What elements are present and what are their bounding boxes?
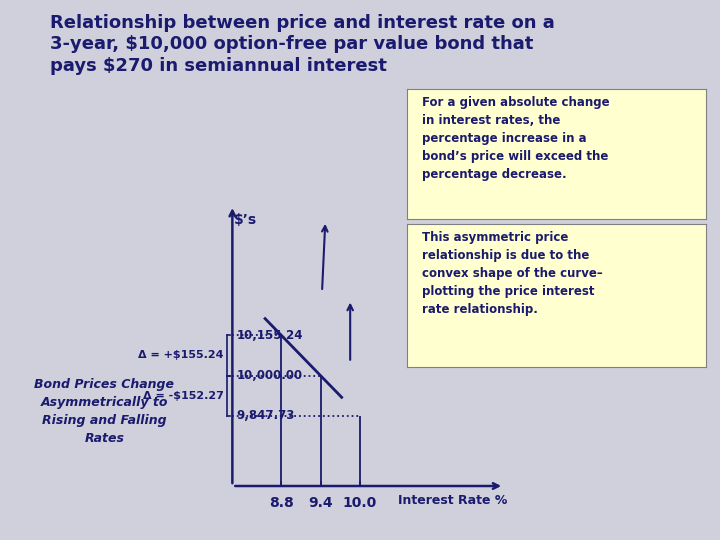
Text: Relationship between price and interest rate on a: Relationship between price and interest …: [50, 14, 555, 31]
Text: pays $270 in semiannual interest: pays $270 in semiannual interest: [50, 57, 387, 75]
Text: 8.8: 8.8: [269, 496, 294, 510]
Text: Δ = +$155.24: Δ = +$155.24: [138, 350, 224, 360]
Text: 10,000.00: 10,000.00: [236, 369, 302, 382]
Text: Interest Rate %: Interest Rate %: [398, 494, 508, 507]
Text: 10.0: 10.0: [343, 496, 377, 510]
Text: Bond Prices Change
Asymmetrically to
Rising and Falling
Rates: Bond Prices Change Asymmetrically to Ris…: [35, 378, 174, 445]
Text: 3-year, $10,000 option-free par value bond that: 3-year, $10,000 option-free par value bo…: [50, 35, 534, 53]
Text: 9.4: 9.4: [308, 496, 333, 510]
Text: 9,847.73: 9,847.73: [236, 409, 294, 422]
Text: Δ = -$152.27: Δ = -$152.27: [143, 391, 224, 401]
Text: $’s: $’s: [234, 213, 257, 227]
Text: For a given absolute change
in interest rates, the
percentage increase in a
bond: For a given absolute change in interest …: [422, 96, 609, 180]
Text: 10,155.24: 10,155.24: [236, 328, 303, 341]
Text: This asymmetric price
relationship is due to the
convex shape of the curve–
plot: This asymmetric price relationship is du…: [422, 231, 603, 316]
